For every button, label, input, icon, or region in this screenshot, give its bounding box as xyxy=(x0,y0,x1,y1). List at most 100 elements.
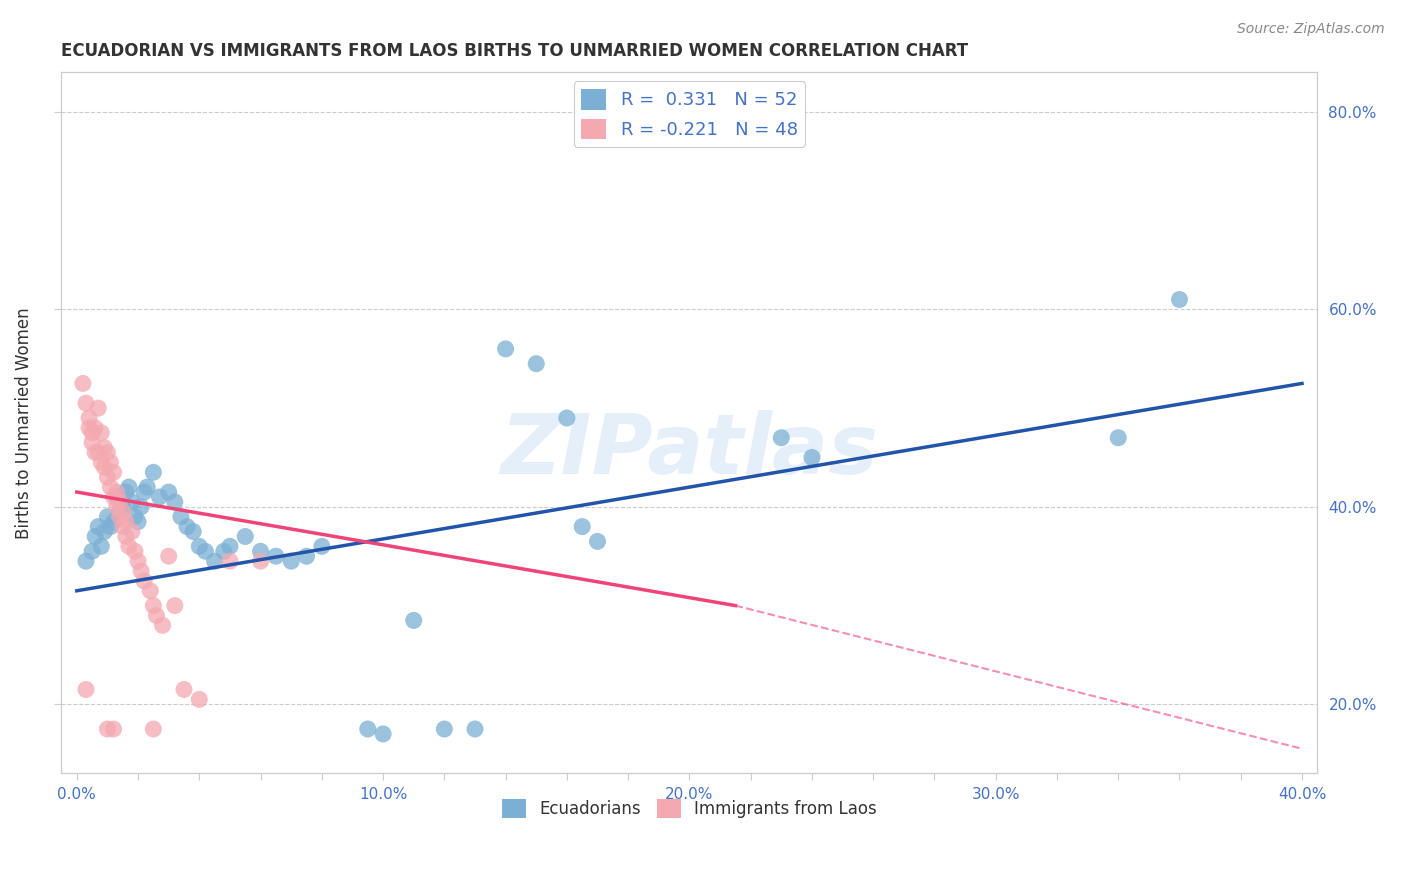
Point xyxy=(129,500,152,514)
Point xyxy=(105,490,128,504)
Point xyxy=(770,431,793,445)
Point xyxy=(87,401,110,416)
Point xyxy=(84,445,107,459)
Point xyxy=(90,425,112,440)
Point xyxy=(188,539,211,553)
Point xyxy=(93,524,115,539)
Point xyxy=(142,722,165,736)
Point xyxy=(77,421,100,435)
Point xyxy=(173,682,195,697)
Point xyxy=(121,524,143,539)
Point xyxy=(188,692,211,706)
Point xyxy=(111,519,134,533)
Point xyxy=(571,519,593,533)
Point xyxy=(90,455,112,469)
Y-axis label: Births to Unmarried Women: Births to Unmarried Women xyxy=(15,307,32,539)
Point xyxy=(84,529,107,543)
Point xyxy=(142,599,165,613)
Point xyxy=(129,564,152,578)
Point xyxy=(157,549,180,564)
Point xyxy=(194,544,217,558)
Point xyxy=(75,554,97,568)
Point xyxy=(142,465,165,479)
Point xyxy=(75,396,97,410)
Point xyxy=(105,485,128,500)
Point xyxy=(103,490,125,504)
Point xyxy=(295,549,318,564)
Point xyxy=(280,554,302,568)
Point xyxy=(121,495,143,509)
Point xyxy=(82,435,104,450)
Point xyxy=(90,539,112,553)
Point xyxy=(139,583,162,598)
Point xyxy=(103,722,125,736)
Point xyxy=(114,515,136,529)
Text: ZIPatlas: ZIPatlas xyxy=(501,410,879,491)
Point xyxy=(100,519,122,533)
Point xyxy=(134,485,156,500)
Point xyxy=(212,544,235,558)
Point xyxy=(371,727,394,741)
Point xyxy=(100,455,122,469)
Point xyxy=(136,480,159,494)
Point xyxy=(124,544,146,558)
Point xyxy=(148,490,170,504)
Point xyxy=(495,342,517,356)
Point xyxy=(219,539,242,553)
Point xyxy=(96,509,118,524)
Point xyxy=(103,515,125,529)
Point xyxy=(84,421,107,435)
Point xyxy=(72,376,94,391)
Point xyxy=(100,480,122,494)
Point xyxy=(357,722,380,736)
Legend: Ecuadorians, Immigrants from Laos: Ecuadorians, Immigrants from Laos xyxy=(495,792,883,825)
Point xyxy=(105,500,128,514)
Point xyxy=(114,485,136,500)
Point xyxy=(176,519,198,533)
Point xyxy=(152,618,174,632)
Point xyxy=(163,599,186,613)
Point xyxy=(93,460,115,475)
Point xyxy=(1168,293,1191,307)
Point xyxy=(111,500,134,514)
Point xyxy=(264,549,287,564)
Point xyxy=(127,515,149,529)
Point xyxy=(524,357,547,371)
Point xyxy=(204,554,226,568)
Point xyxy=(464,722,486,736)
Point xyxy=(134,574,156,588)
Point xyxy=(233,529,256,543)
Point xyxy=(219,554,242,568)
Point xyxy=(108,495,131,509)
Point xyxy=(181,524,204,539)
Point xyxy=(108,509,131,524)
Point xyxy=(1107,431,1129,445)
Point xyxy=(77,411,100,425)
Point xyxy=(170,509,193,524)
Point xyxy=(249,554,271,568)
Point xyxy=(118,480,141,494)
Point xyxy=(311,539,333,553)
Point xyxy=(114,529,136,543)
Point xyxy=(111,505,134,519)
Point xyxy=(163,495,186,509)
Point xyxy=(82,544,104,558)
Point xyxy=(82,425,104,440)
Point xyxy=(586,534,609,549)
Point xyxy=(800,450,823,465)
Point xyxy=(87,445,110,459)
Text: Source: ZipAtlas.com: Source: ZipAtlas.com xyxy=(1237,22,1385,37)
Point xyxy=(96,445,118,459)
Point xyxy=(93,441,115,455)
Point xyxy=(145,608,167,623)
Point xyxy=(124,509,146,524)
Point xyxy=(87,519,110,533)
Point xyxy=(96,722,118,736)
Point xyxy=(108,505,131,519)
Point xyxy=(555,411,578,425)
Point xyxy=(75,682,97,697)
Point xyxy=(127,554,149,568)
Point xyxy=(402,614,425,628)
Point xyxy=(118,539,141,553)
Point xyxy=(96,470,118,484)
